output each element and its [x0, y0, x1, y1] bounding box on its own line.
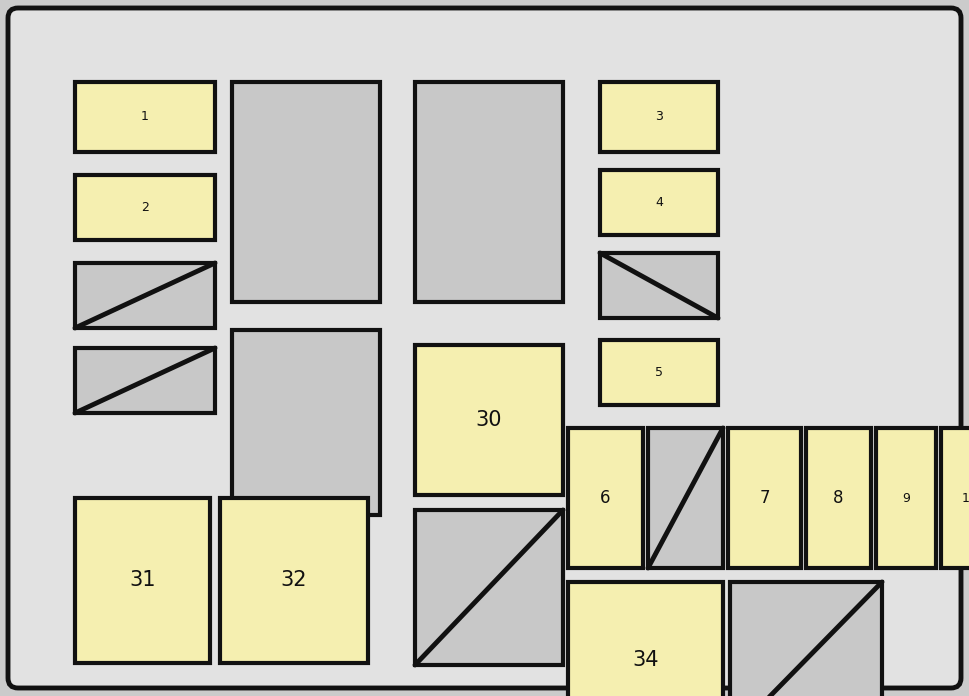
Bar: [568, 428, 643, 568]
Bar: [600, 340, 718, 405]
Bar: [876, 428, 936, 568]
Bar: [600, 253, 718, 318]
Bar: [75, 175, 215, 240]
Text: 2: 2: [141, 201, 149, 214]
Bar: [728, 428, 801, 568]
Bar: [75, 82, 215, 152]
Bar: [75, 348, 215, 413]
FancyBboxPatch shape: [8, 8, 961, 688]
Bar: [600, 170, 718, 235]
Bar: [600, 82, 718, 152]
Text: 3: 3: [655, 111, 663, 123]
Bar: [220, 498, 368, 663]
Text: 4: 4: [655, 196, 663, 209]
Text: 32: 32: [281, 571, 307, 590]
Bar: [232, 330, 380, 515]
Bar: [232, 82, 380, 302]
Bar: [806, 428, 871, 568]
Bar: [415, 82, 563, 302]
Bar: [941, 428, 969, 568]
Text: 31: 31: [129, 571, 156, 590]
Bar: [415, 510, 563, 665]
Text: 5: 5: [655, 366, 663, 379]
Text: 1: 1: [141, 111, 149, 123]
Text: 6: 6: [600, 489, 610, 507]
Bar: [415, 345, 563, 495]
Text: 7: 7: [760, 489, 769, 507]
Text: 10: 10: [962, 491, 969, 505]
Text: 8: 8: [833, 489, 844, 507]
Bar: [75, 498, 210, 663]
Bar: [75, 263, 215, 328]
Text: 9: 9: [902, 491, 910, 505]
Text: 30: 30: [476, 410, 502, 430]
Text: 34: 34: [632, 649, 659, 670]
Bar: [648, 428, 723, 568]
Bar: [568, 582, 723, 696]
Bar: [730, 582, 882, 696]
